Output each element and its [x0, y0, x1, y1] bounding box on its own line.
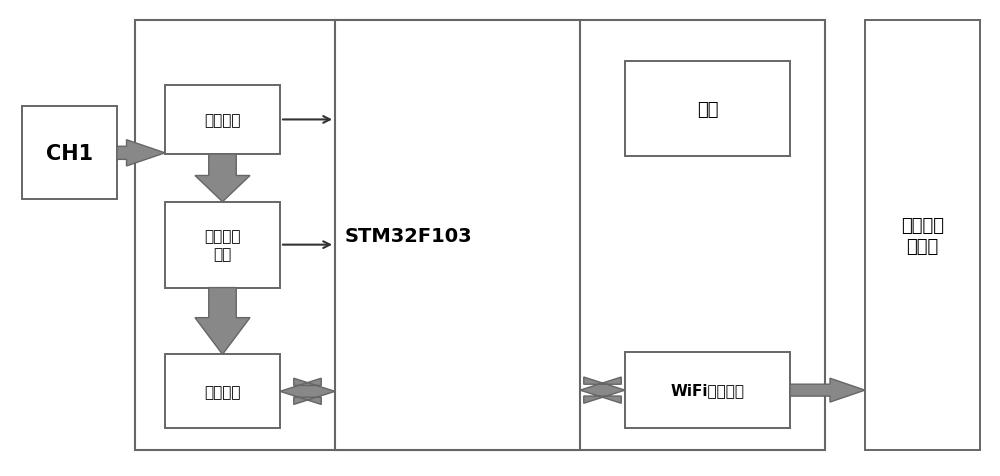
Bar: [165, 86, 280, 155]
Bar: [22, 107, 117, 200]
Bar: [625, 62, 790, 157]
Text: 触发电路: 触发电路: [204, 384, 241, 399]
Bar: [135, 21, 825, 450]
Bar: [165, 202, 280, 288]
Bar: [865, 21, 980, 450]
Bar: [625, 352, 790, 428]
Polygon shape: [195, 155, 250, 202]
Bar: [165, 355, 280, 428]
Text: WiFi发射模块: WiFi发射模块: [670, 383, 744, 398]
Polygon shape: [580, 377, 625, 404]
Polygon shape: [790, 378, 865, 402]
Polygon shape: [195, 288, 250, 355]
Polygon shape: [117, 140, 165, 167]
Text: 耦合电路: 耦合电路: [204, 113, 241, 128]
Text: 信号调理
电路: 信号调理 电路: [204, 229, 241, 261]
Text: 电源: 电源: [697, 100, 718, 119]
Text: CH1: CH1: [46, 144, 93, 163]
Bar: [335, 21, 580, 450]
Text: STM32F103: STM32F103: [345, 226, 472, 245]
Polygon shape: [280, 378, 335, 405]
Text: 安卓客户
显示端: 安卓客户 显示端: [901, 216, 944, 255]
